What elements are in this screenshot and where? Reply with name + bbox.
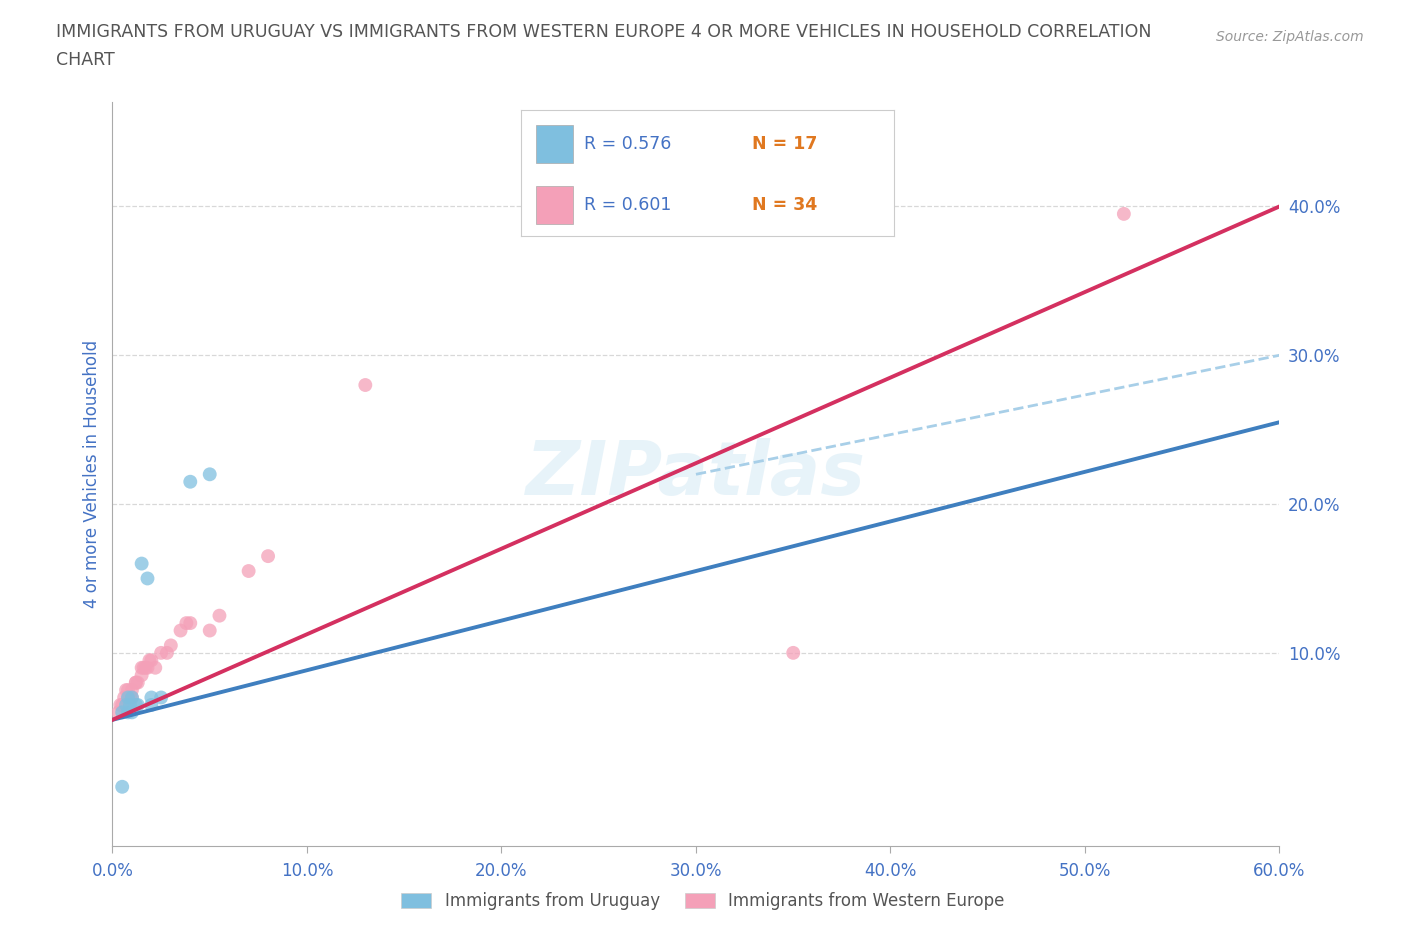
Point: [127, 698, 149, 712]
Point: [198, 467, 221, 482]
Point: [121, 683, 143, 698]
Point: [121, 690, 143, 705]
Point: [176, 616, 198, 631]
Text: ZIPatlas: ZIPatlas: [526, 438, 866, 511]
Point: [115, 683, 138, 698]
Point: [138, 653, 160, 668]
Y-axis label: 4 or more Vehicles in Household: 4 or more Vehicles in Household: [83, 340, 101, 608]
Point: [118, 698, 141, 712]
Point: [112, 690, 135, 705]
Point: [141, 690, 163, 705]
Point: [257, 549, 280, 564]
Point: [117, 690, 139, 705]
Text: IMMIGRANTS FROM URUGUAY VS IMMIGRANTS FROM WESTERN EUROPE 4 OR MORE VEHICLES IN : IMMIGRANTS FROM URUGUAY VS IMMIGRANTS FR…: [56, 23, 1152, 41]
Point: [354, 378, 377, 392]
Point: [150, 690, 173, 705]
Point: [111, 779, 134, 794]
Point: [121, 690, 143, 705]
Point: [141, 653, 163, 668]
Legend: Immigrants from Uruguay, Immigrants from Western Europe: Immigrants from Uruguay, Immigrants from…: [395, 885, 1011, 917]
Point: [169, 623, 191, 638]
Point: [110, 698, 132, 712]
Point: [136, 571, 159, 586]
Point: [136, 660, 159, 675]
Point: [127, 675, 149, 690]
Point: [143, 660, 166, 675]
Point: [117, 683, 139, 698]
Point: [156, 645, 179, 660]
Point: [121, 705, 143, 720]
Point: [125, 675, 148, 690]
Point: [131, 556, 153, 571]
Point: [107, 705, 129, 720]
Point: [111, 705, 134, 720]
Point: [179, 616, 201, 631]
Point: [160, 638, 183, 653]
Point: [135, 660, 157, 675]
Text: CHART: CHART: [56, 51, 115, 69]
Point: [115, 698, 138, 712]
Point: [198, 623, 221, 638]
Point: [132, 660, 155, 675]
Point: [208, 608, 231, 623]
Point: [782, 645, 804, 660]
Point: [118, 690, 141, 705]
Point: [131, 660, 153, 675]
Point: [125, 675, 148, 690]
Point: [111, 698, 134, 712]
Text: Source: ZipAtlas.com: Source: ZipAtlas.com: [1216, 30, 1364, 44]
Point: [141, 698, 163, 712]
Point: [179, 474, 201, 489]
Point: [238, 564, 260, 578]
Point: [131, 668, 153, 683]
Point: [117, 690, 139, 705]
Point: [117, 705, 139, 720]
Point: [1112, 206, 1135, 221]
Point: [125, 698, 148, 712]
Point: [150, 645, 173, 660]
